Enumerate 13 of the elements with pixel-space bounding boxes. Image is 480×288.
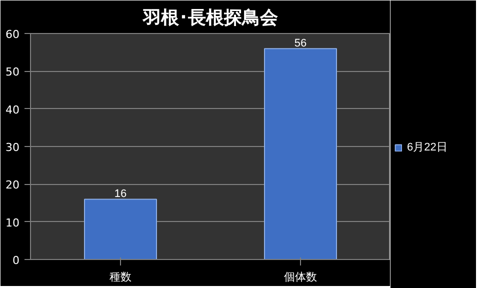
legend-label: 6月22日 <box>407 140 448 154</box>
y-tick-label: 10 <box>6 216 20 230</box>
y-tick-label: 40 <box>6 103 20 116</box>
y-tick-label: 30 <box>6 141 20 154</box>
chart-title: 羽根･長根探鳥会 <box>142 8 279 28</box>
y-tick-label: 60 <box>6 28 20 41</box>
x-tick-label: 種数 <box>110 270 132 284</box>
x-tick-label: 個体数 <box>284 270 317 284</box>
data-label: 16 <box>114 188 127 200</box>
y-tick-label: 50 <box>6 66 20 79</box>
y-tick-label: 0 <box>12 254 20 267</box>
data-label: 56 <box>294 38 307 50</box>
y-tick-label: 20 <box>6 178 20 192</box>
